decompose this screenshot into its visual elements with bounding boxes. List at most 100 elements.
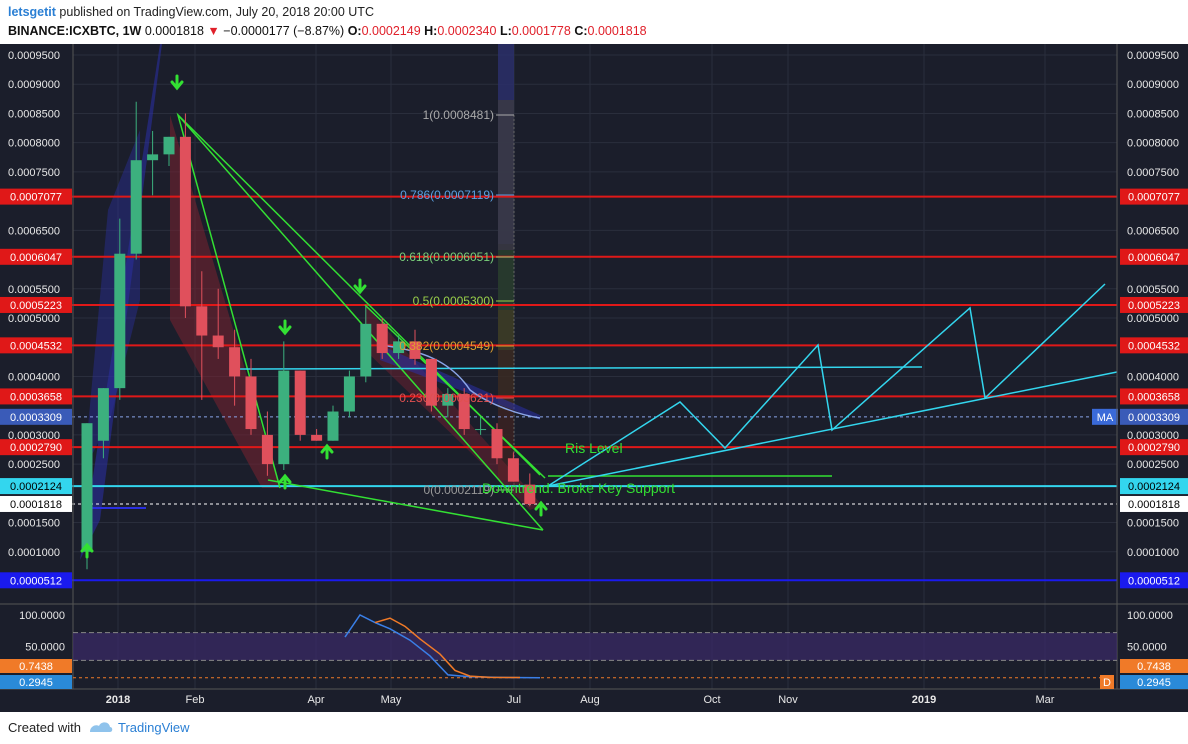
fib-level-label: 0(0.0002119) [424, 483, 495, 497]
rsi-band [73, 632, 1117, 661]
candle [491, 429, 503, 459]
up-arrow-icon [278, 473, 292, 490]
level-tag-right-text: 0.0002124 [1128, 481, 1180, 493]
ris-level-label: Ris Level [565, 440, 623, 456]
x-tick-label: May [381, 694, 402, 706]
candle [278, 370, 290, 465]
level-tag-right [1120, 572, 1188, 589]
rsi-y-tick-left: 50.0000 [25, 642, 65, 654]
ma-tag: MA [1097, 412, 1114, 424]
rsi-y-tick-left: 100.0000 [19, 610, 65, 622]
fib-level-label: 0.786(0.0007119) [400, 188, 494, 202]
level-tag-right-text: 0.0006047 [1128, 252, 1180, 264]
y-tick-right: 0.0005500 [1127, 284, 1179, 296]
down-arrow-icon [170, 74, 184, 91]
x-tick-label: Jul [507, 694, 521, 706]
candle [327, 411, 339, 441]
cyan-trendline [547, 371, 1118, 487]
y-tick-left: 0.0004000 [8, 371, 60, 383]
level-tag-left-text: 0.0003658 [10, 391, 62, 403]
y-tick-left: 0.0005500 [8, 284, 60, 296]
y-tick-left: 0.0002500 [8, 459, 60, 471]
y-tick-right: 0.0001000 [1127, 547, 1179, 559]
level-tag-left [0, 188, 72, 205]
chart-header: letsgetit published on TradingView.com, … [0, 0, 1188, 44]
tradingview-logo-icon [88, 718, 114, 741]
ma-tag-right [1120, 408, 1188, 425]
level-tag-right-text: 0.0002790 [1128, 442, 1180, 454]
y-tick-right: 0.0002500 [1127, 459, 1179, 471]
rsi-slow-tag-right [1120, 659, 1188, 673]
last-price-tag-right [1120, 495, 1188, 512]
level-tag-left [0, 388, 72, 405]
d-tag: D [1103, 677, 1111, 689]
fib-level-label: 0.618(0.0006051) [399, 250, 494, 264]
y-tick-right: 0.0009000 [1127, 79, 1179, 91]
rsi-slow-tag-left [0, 659, 72, 673]
level-tag-left [0, 248, 72, 265]
level-tag-right [1120, 388, 1188, 405]
level-tag-left-text: 0.0007077 [10, 192, 62, 204]
fib-gradient-band [498, 310, 514, 350]
y-tick-left: 0.0005000 [8, 313, 60, 325]
y-tick-right: 0.0001500 [1127, 518, 1179, 530]
ma-tag-left [0, 408, 72, 425]
level-tag-right-text: 0.0000512 [1128, 575, 1180, 587]
close-label: C: [574, 24, 588, 38]
rsi-fast-value-left: 0.2945 [19, 677, 53, 689]
descending-shade [365, 305, 542, 510]
y-tick-left: 0.0008000 [8, 138, 60, 150]
rsi-fast-value-right: 0.2945 [1137, 677, 1171, 689]
chart-footer: Created with TradingView [0, 712, 1188, 744]
y-tick-right: 0.0005000 [1127, 313, 1179, 325]
y-tick-left: 0.0001000 [8, 547, 60, 559]
tradingview-brand[interactable]: TradingView [118, 720, 190, 735]
green-channel-lower [267, 479, 544, 531]
chart-area[interactable]: 0.0007077 0.0007077 0.0006047 0.0006047 0.00… [0, 44, 1188, 712]
x-tick-label: 2019 [912, 694, 936, 706]
level-tag-left-text: 0.0005223 [10, 300, 62, 312]
price-chart[interactable]: 0.0007077 0.0007077 0.0006047 0.0006047 0.00… [0, 44, 1188, 712]
x-tick-label: Oct [703, 694, 720, 706]
green-channel-upper [364, 304, 546, 479]
level-tag-left-text: 0.0002790 [10, 442, 62, 454]
fib-gradient-band [498, 250, 514, 310]
open-value: 0.0002149 [361, 24, 421, 38]
candle [475, 429, 487, 431]
candle [425, 358, 437, 406]
candle [458, 393, 470, 430]
candle [393, 341, 405, 354]
level-tag-right [1120, 478, 1188, 495]
change-arrow: ▼ [207, 24, 220, 38]
rsi-fast-tag-left [0, 675, 72, 689]
created-with-text: Created with [8, 720, 81, 735]
y-tick-right: 0.0006500 [1127, 225, 1179, 237]
candle [245, 376, 257, 430]
level-tag-right-text: 0.0007077 [1128, 192, 1180, 204]
high-value: 0.0002340 [437, 24, 497, 38]
projection-zigzag [547, 283, 1106, 487]
candle [130, 160, 142, 254]
fib-level-label: 0.236(0.0003621) [399, 391, 494, 405]
level-tag-right [1120, 337, 1188, 354]
change-value: −0.0000177 (−8.87%) [223, 24, 345, 38]
y-tick-left: 0.0009500 [8, 50, 60, 62]
up-arrow-icon [534, 500, 548, 517]
downtrend-label: Downtrend. Broke Key Support [482, 480, 675, 496]
level-tag-right-text: 0.0004532 [1128, 340, 1180, 352]
author-link[interactable]: letsgetit [8, 5, 56, 19]
candle [212, 335, 224, 348]
y-tick-left: 0.0001500 [8, 518, 60, 530]
candle [343, 376, 355, 412]
last-price-right: 0.0001818 [1128, 499, 1180, 511]
x-tick-label: Apr [307, 694, 324, 706]
candle [147, 154, 159, 161]
high-label: H: [424, 24, 438, 38]
fib-level-label: 0.382(0.0004549) [399, 339, 494, 353]
publish-info: published on TradingView.com, July 20, 2… [59, 5, 374, 19]
level-tag-right [1120, 188, 1188, 205]
y-tick-left: 0.0007500 [8, 167, 60, 179]
level-tag-right [1120, 296, 1188, 313]
symbol-label: BINANCE:ICXBTC, 1W [8, 24, 142, 38]
y-tick-right: 0.0009500 [1127, 50, 1179, 62]
